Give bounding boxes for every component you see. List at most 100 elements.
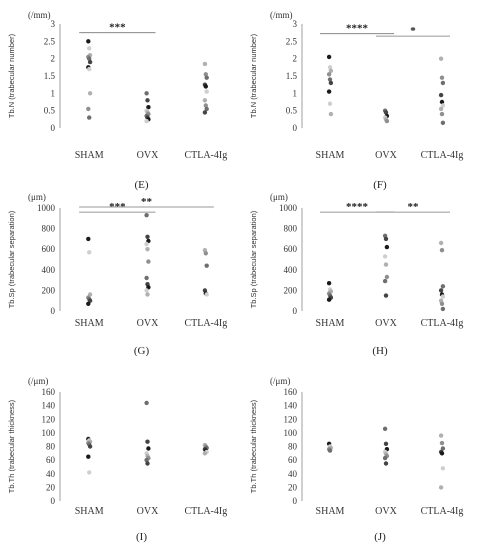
y-unit-label: (μm) bbox=[28, 192, 46, 202]
data-point bbox=[328, 111, 334, 117]
significance-label: ** bbox=[141, 196, 153, 208]
y-tick-label: 1000 bbox=[37, 203, 56, 213]
panel-label: (G) bbox=[134, 345, 150, 357]
y-tick-label: 0.5 bbox=[44, 106, 56, 116]
data-point bbox=[438, 106, 444, 112]
data-point bbox=[144, 288, 149, 293]
y-tick-label: 1 bbox=[51, 88, 56, 98]
category-label: OVX bbox=[375, 506, 397, 517]
data-point bbox=[439, 75, 445, 80]
y-axis-label: Tb.Th (trabecular thickness) bbox=[7, 399, 16, 493]
y-tick-label: 200 bbox=[284, 285, 298, 295]
data-point bbox=[86, 106, 91, 112]
category-label: OVX bbox=[375, 318, 397, 329]
data-point bbox=[438, 288, 444, 293]
data-point bbox=[384, 274, 390, 280]
y-tick-label: 200 bbox=[42, 285, 56, 295]
y-tick-label: 20 bbox=[288, 482, 298, 492]
data-point bbox=[328, 80, 334, 86]
data-point bbox=[86, 301, 91, 306]
data-point bbox=[87, 59, 93, 65]
data-point bbox=[327, 101, 333, 106]
category-label: OVX bbox=[375, 150, 397, 161]
data-point bbox=[327, 65, 333, 70]
data-point bbox=[202, 110, 208, 115]
data-point bbox=[204, 75, 209, 80]
data-point bbox=[440, 294, 446, 299]
data-point bbox=[202, 451, 208, 456]
data-point bbox=[87, 444, 93, 449]
significance-label: **** bbox=[346, 201, 369, 213]
data-point bbox=[438, 92, 444, 98]
y-tick-label: 1 bbox=[293, 88, 298, 98]
data-point bbox=[438, 56, 444, 61]
data-point bbox=[144, 457, 149, 463]
y-unit-label: (/mm) bbox=[28, 10, 51, 20]
data-point bbox=[87, 470, 92, 475]
data-point bbox=[87, 66, 92, 72]
y-tick-label: 3 bbox=[293, 19, 298, 29]
data-point bbox=[440, 284, 446, 289]
data-point bbox=[144, 241, 149, 247]
data-point bbox=[86, 39, 91, 44]
y-axis-label: Tb.Th (trabecular thickness) bbox=[249, 399, 258, 493]
category-label: CTLA-4Ig bbox=[184, 150, 227, 161]
data-point bbox=[438, 433, 444, 438]
y-tick-label: 0 bbox=[51, 123, 56, 133]
data-point bbox=[87, 250, 92, 255]
y-tick-label: 40 bbox=[46, 469, 56, 479]
y-tick-label: 800 bbox=[42, 224, 56, 234]
data-point bbox=[87, 91, 93, 96]
y-tick-label: 1.5 bbox=[286, 71, 298, 81]
category-label: CTLA-4Ig bbox=[184, 318, 227, 329]
data-point bbox=[203, 103, 208, 108]
data-point bbox=[144, 275, 149, 281]
data-point bbox=[145, 292, 150, 297]
data-point bbox=[326, 281, 332, 286]
data-point bbox=[146, 105, 151, 110]
data-point bbox=[145, 461, 150, 466]
y-axis-label: Tb.N (trabecular number) bbox=[7, 33, 16, 118]
data-point bbox=[440, 446, 446, 451]
y-tick-label: 0 bbox=[51, 306, 56, 316]
data-point bbox=[440, 306, 446, 312]
data-point bbox=[440, 466, 446, 471]
data-point bbox=[145, 98, 150, 103]
y-tick-label: 0.5 bbox=[286, 106, 298, 116]
data-point bbox=[87, 56, 92, 61]
y-unit-label: (/μm) bbox=[270, 376, 290, 386]
data-point bbox=[87, 46, 92, 51]
significance-label: *** bbox=[109, 22, 126, 34]
data-point bbox=[86, 236, 91, 242]
data-point bbox=[440, 120, 446, 126]
category-label: OVX bbox=[137, 506, 159, 517]
data-point bbox=[382, 455, 388, 461]
y-tick-label: 2 bbox=[293, 54, 298, 64]
data-point bbox=[202, 98, 208, 103]
y-tick-label: 160 bbox=[42, 387, 56, 397]
y-axis-label: Tb.Sp (trabecular separation) bbox=[7, 210, 16, 308]
significance-label: * bbox=[410, 25, 416, 37]
y-tick-label: 80 bbox=[46, 442, 56, 452]
y-tick-label: 600 bbox=[42, 244, 56, 254]
data-point bbox=[203, 72, 208, 77]
y-tick-label: 1.5 bbox=[44, 71, 56, 81]
y-tick-label: 0 bbox=[293, 306, 298, 316]
data-point bbox=[439, 111, 445, 117]
data-point bbox=[203, 84, 208, 89]
significance-label: ** bbox=[408, 201, 420, 213]
y-tick-label: 2.5 bbox=[44, 36, 56, 46]
y-tick-label: 40 bbox=[288, 469, 298, 479]
y-tick-label: 1000 bbox=[279, 203, 298, 213]
data-point bbox=[382, 278, 388, 284]
significance-label: **** bbox=[346, 23, 369, 35]
panel-label: (J) bbox=[374, 531, 386, 543]
panel-label: (I) bbox=[136, 531, 147, 543]
category-label: CTLA-4Ig bbox=[421, 318, 464, 329]
data-point bbox=[202, 61, 208, 67]
y-tick-label: 100 bbox=[42, 428, 56, 438]
category-label: OVX bbox=[137, 150, 159, 161]
data-point bbox=[204, 106, 209, 112]
data-point bbox=[204, 292, 209, 297]
data-point bbox=[382, 426, 388, 431]
